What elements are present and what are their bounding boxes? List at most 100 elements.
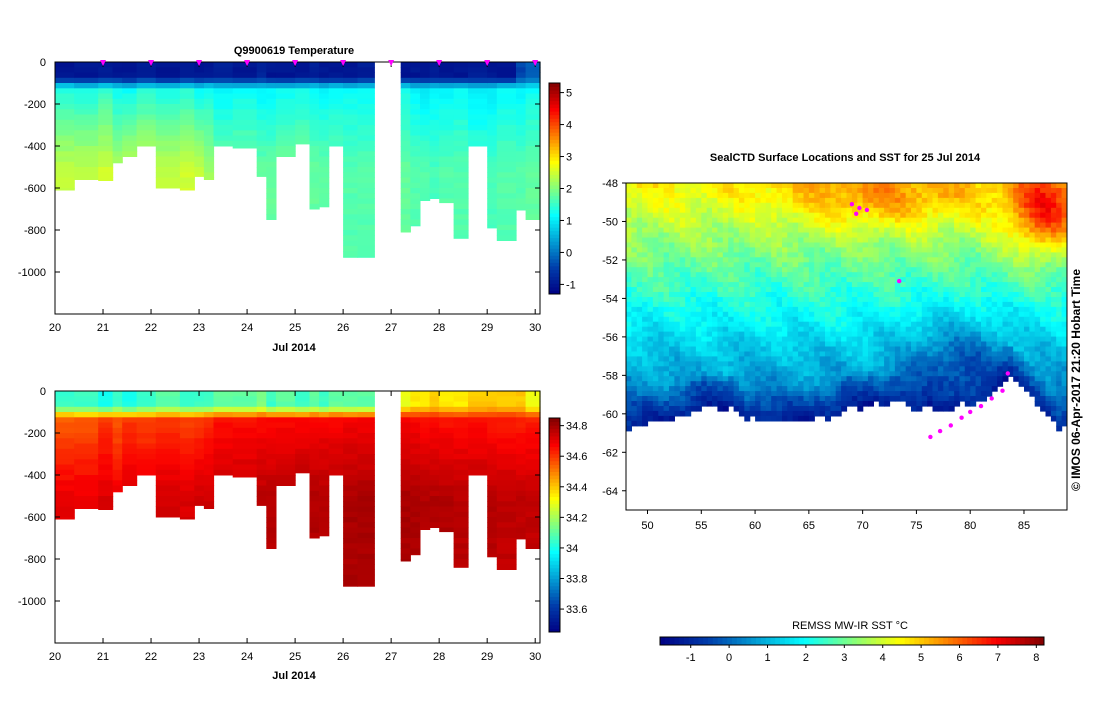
sst-cell xyxy=(750,411,756,417)
sst-cell xyxy=(798,396,804,402)
sst-cell xyxy=(906,347,912,353)
sst-cell xyxy=(771,243,777,249)
sst-cell xyxy=(793,228,799,234)
sst-cell xyxy=(648,332,654,338)
section-cell xyxy=(430,522,440,528)
sst-cell xyxy=(728,391,734,397)
y-tick-label: -1000 xyxy=(18,267,46,279)
section-cell xyxy=(257,486,267,492)
sst-cell xyxy=(637,208,643,214)
x-tick-label: 23 xyxy=(193,651,205,663)
sst-cell xyxy=(680,277,686,283)
sst-cell xyxy=(750,396,756,402)
section-cell xyxy=(487,220,497,226)
section-cell xyxy=(113,94,123,100)
colorbar-segment xyxy=(549,108,560,112)
section-cell xyxy=(113,146,123,152)
section-cell xyxy=(156,507,181,513)
sst-cell xyxy=(830,327,836,333)
sst-cell xyxy=(847,287,853,293)
section-cell xyxy=(358,396,375,402)
sst-cell xyxy=(814,272,820,278)
sst-cell xyxy=(701,198,707,204)
sst-cell xyxy=(637,307,643,313)
sst-cell xyxy=(938,327,944,333)
sst-cell xyxy=(890,257,896,263)
section-cell xyxy=(454,449,469,455)
sst-map-panel: SealCTD Surface Locations and SST for 25… xyxy=(602,152,1083,664)
section-cell xyxy=(454,141,469,147)
sst-cell xyxy=(750,292,756,298)
sst-cell xyxy=(664,183,670,189)
section-cell xyxy=(358,220,375,226)
sst-cell xyxy=(959,262,965,268)
sst-cell xyxy=(744,193,750,199)
section-cell xyxy=(401,125,411,131)
section-cell xyxy=(497,167,517,173)
section-cell xyxy=(310,99,320,105)
sst-cell xyxy=(755,272,761,278)
sst-cell xyxy=(879,218,885,224)
sst-cell xyxy=(830,406,836,412)
sst-cell xyxy=(712,317,718,323)
sst-cell xyxy=(884,337,890,343)
sst-cell xyxy=(933,332,939,338)
profile-column xyxy=(319,391,329,536)
section-cell xyxy=(410,151,420,157)
sst-cell xyxy=(841,396,847,402)
sst-cell xyxy=(814,282,820,288)
sst-cell xyxy=(701,302,707,308)
sst-cell xyxy=(734,183,740,189)
sst-cell xyxy=(637,198,643,204)
sst-cell xyxy=(911,297,917,303)
sst-cell xyxy=(965,238,971,244)
section-cell xyxy=(295,391,310,397)
section-cell xyxy=(401,496,411,502)
section-cell xyxy=(194,130,204,136)
sst-cell xyxy=(744,208,750,214)
section-cell xyxy=(257,151,267,157)
section-cell xyxy=(156,94,181,100)
sst-cell xyxy=(804,322,810,328)
sst-cell xyxy=(766,302,772,308)
sst-cell xyxy=(830,262,836,268)
sst-cell xyxy=(798,188,804,194)
sst-cell xyxy=(777,327,783,333)
sst-cell xyxy=(766,391,772,397)
sst-cell xyxy=(761,376,767,382)
colorbar-segment xyxy=(549,618,560,622)
sst-cell xyxy=(761,381,767,387)
sst-cell xyxy=(728,208,734,214)
sst-cell xyxy=(658,223,664,229)
sst-cell xyxy=(804,218,810,224)
sst-cell xyxy=(793,233,799,239)
sst-cell xyxy=(728,257,734,263)
section-cell xyxy=(194,496,204,502)
profile-column xyxy=(497,391,517,570)
sst-cell xyxy=(933,307,939,313)
sst-cell xyxy=(965,327,971,333)
sst-cell xyxy=(691,386,697,392)
x-tick-label: 25 xyxy=(289,322,301,334)
sst-cell xyxy=(841,386,847,392)
sst-cell xyxy=(884,302,890,308)
section-cell xyxy=(276,104,296,110)
section-cell xyxy=(310,178,320,184)
sst-cell xyxy=(954,386,960,392)
sst-cell xyxy=(825,371,831,377)
section-cell xyxy=(468,391,488,397)
section-cell xyxy=(468,83,488,89)
sst-cell xyxy=(836,312,842,318)
sst-cell xyxy=(927,302,933,308)
section-cell xyxy=(468,407,488,413)
section-cell xyxy=(526,172,541,178)
section-cell xyxy=(497,407,517,413)
section-cell xyxy=(358,501,375,507)
sst-cell xyxy=(916,218,922,224)
sst-cell xyxy=(836,337,842,343)
section-cell xyxy=(310,412,320,418)
sst-cell xyxy=(976,247,982,253)
sst-cell xyxy=(949,252,955,258)
sst-cell xyxy=(723,262,729,268)
sst-cell xyxy=(825,406,831,412)
